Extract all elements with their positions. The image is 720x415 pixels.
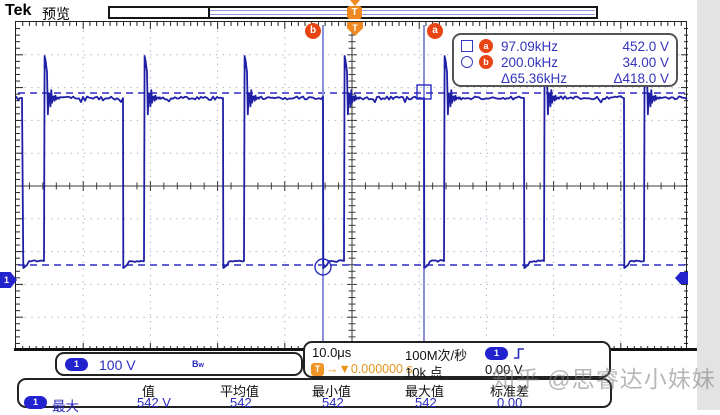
- measurement-max: 542: [415, 395, 437, 410]
- cursor-b-circle-marker[interactable]: [314, 258, 332, 276]
- cursor-delta-readout: Δ65.36kHz Δ418.0 V: [461, 70, 669, 86]
- cursor-b-freq: 200.0kHz: [501, 54, 559, 70]
- measurement-channel-badge: 1: [24, 396, 47, 409]
- cursor-b-readout: b 200.0kHz 34.00 V: [461, 54, 669, 70]
- cursor-b-volt: 34.00 V: [622, 54, 669, 70]
- measurement-min: 542: [322, 395, 344, 410]
- acquisition-info-bar: 10.0μs 100M次/秒 1 T →▼0.000000 s 10k 点 0.…: [303, 341, 611, 380]
- measurement-stddev: 0.00: [497, 395, 523, 410]
- trigger-t-icon: T: [311, 363, 324, 376]
- tek-logo: Tek: [5, 2, 32, 19]
- col-header-max: 最大值: [405, 384, 445, 399]
- channel1-badge[interactable]: 1: [65, 358, 88, 371]
- cursor-a-readout: a 97.09kHz 452.0 V: [461, 38, 669, 54]
- channel1-badge-bar[interactable]: 1 100 V Bw: [55, 352, 303, 376]
- col-header-min: 最小值: [312, 384, 352, 399]
- cursor-readout-box: a 97.09kHz 452.0 V b 200.0kHz 34.00 V Δ6…: [452, 33, 678, 87]
- channel1-scale: 100 V: [99, 357, 136, 373]
- circle-marker-icon: [461, 56, 473, 68]
- col-header-mean: 平均值: [220, 384, 260, 399]
- cursor-a-badge[interactable]: a: [427, 23, 443, 39]
- trigger-level-arrow-icon[interactable]: [675, 272, 688, 284]
- trigger-source-badge: 1: [485, 347, 508, 360]
- rising-edge-slope-icon: [514, 348, 524, 359]
- ch1-waveform-trace: [16, 55, 688, 269]
- channel1-ground-marker[interactable]: 1: [0, 272, 17, 288]
- watermark: 知乎 @思睿达小妹妹: [492, 366, 716, 392]
- timebase-label: 10.0μs: [312, 345, 352, 360]
- trigger-position-label: →▼0.000000 s: [326, 362, 413, 376]
- cursor-a-freq: 97.09kHz: [501, 38, 559, 54]
- record-trigger-arrow-icon[interactable]: [350, 0, 360, 6]
- trigger-level-label: 0.00 V: [485, 362, 523, 377]
- screen-right-gutter: [697, 0, 720, 410]
- measurement-table: 值 平均值 最小值 最大值 标准差 1 最大 542 V 542 542 542…: [17, 378, 612, 414]
- delta-freq: Δ65.36kHz: [501, 70, 568, 86]
- measurement-mean: 542: [230, 395, 252, 410]
- measurement-value: 542 V: [137, 395, 171, 410]
- record-length-label: 10k 点: [405, 365, 443, 380]
- bandwidth-limit-icon: Bw: [192, 359, 204, 369]
- col-header-stddev: 标准差: [490, 384, 530, 399]
- record-trigger-t-icon[interactable]: T: [347, 6, 362, 19]
- spacer: [461, 72, 473, 84]
- record-waveform-preview: [210, 10, 595, 15]
- measurement-name: 最大: [52, 399, 79, 414]
- cursor-b-badge[interactable]: b: [305, 23, 321, 39]
- col-header-value: 值: [142, 384, 156, 399]
- acquisition-mode-label: 预览: [42, 6, 70, 22]
- record-view-divider: [208, 6, 210, 19]
- cursor-a-badge-small: a: [479, 39, 493, 53]
- cursor-a-volt: 452.0 V: [622, 38, 669, 54]
- delta-volt: Δ418.0 V: [613, 70, 669, 86]
- cursor-a-square-marker[interactable]: [416, 84, 432, 100]
- square-marker-icon: [461, 40, 473, 52]
- sample-rate-label: 100M次/秒: [405, 348, 468, 363]
- cursor-b-badge-small: b: [479, 55, 493, 69]
